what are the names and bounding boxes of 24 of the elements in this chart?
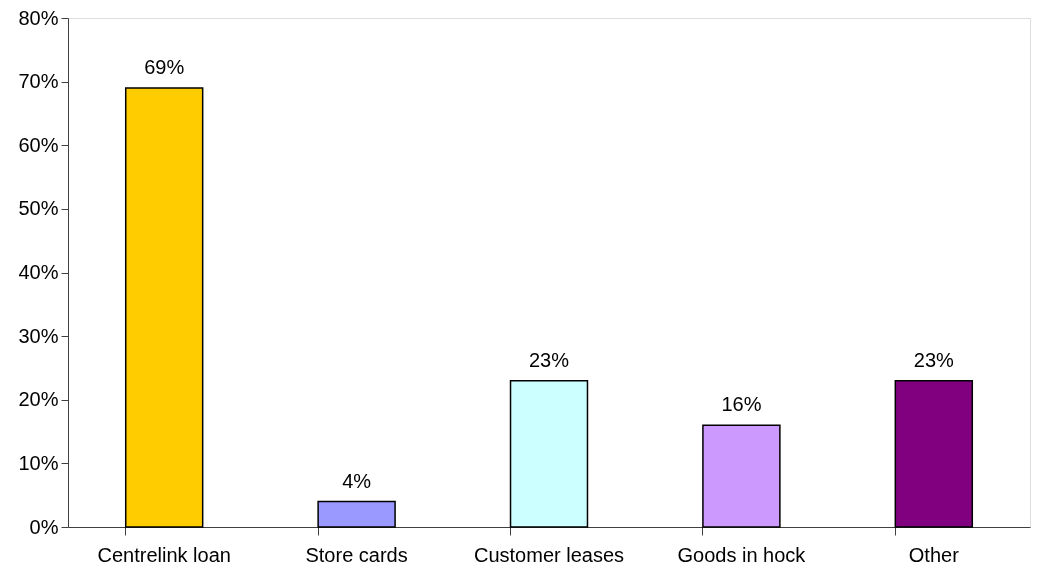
data-label: 69% — [144, 55, 185, 78]
x-tick-label: Goods in hock — [677, 543, 807, 566]
bar — [317, 500, 396, 528]
x-tick-label: Other — [908, 543, 960, 566]
data-label: 23% — [913, 348, 955, 371]
y-tick-label: 70% — [18, 70, 59, 93]
y-tick-label: 30% — [18, 324, 59, 347]
y-tick-label: 50% — [18, 197, 59, 220]
y-tick-label: 60% — [18, 133, 59, 156]
data-label: 4% — [342, 469, 372, 492]
y-tick-label: 40% — [18, 261, 59, 283]
bar — [702, 424, 781, 528]
x-tick-label: Store cards — [305, 543, 408, 566]
bar — [894, 379, 974, 528]
y-tick-label: 20% — [18, 388, 59, 411]
x-tick-label: Centrelink loan — [97, 543, 231, 566]
y-tick-label: 80% — [18, 6, 59, 29]
y-tick-label: 10% — [18, 451, 59, 474]
bar — [124, 87, 204, 528]
x-tick-label: Customer leases — [473, 543, 625, 566]
data-label: 16% — [721, 393, 762, 416]
y-tick-label: 0% — [29, 515, 59, 538]
bar — [509, 379, 589, 528]
data-label: 23% — [528, 348, 570, 371]
